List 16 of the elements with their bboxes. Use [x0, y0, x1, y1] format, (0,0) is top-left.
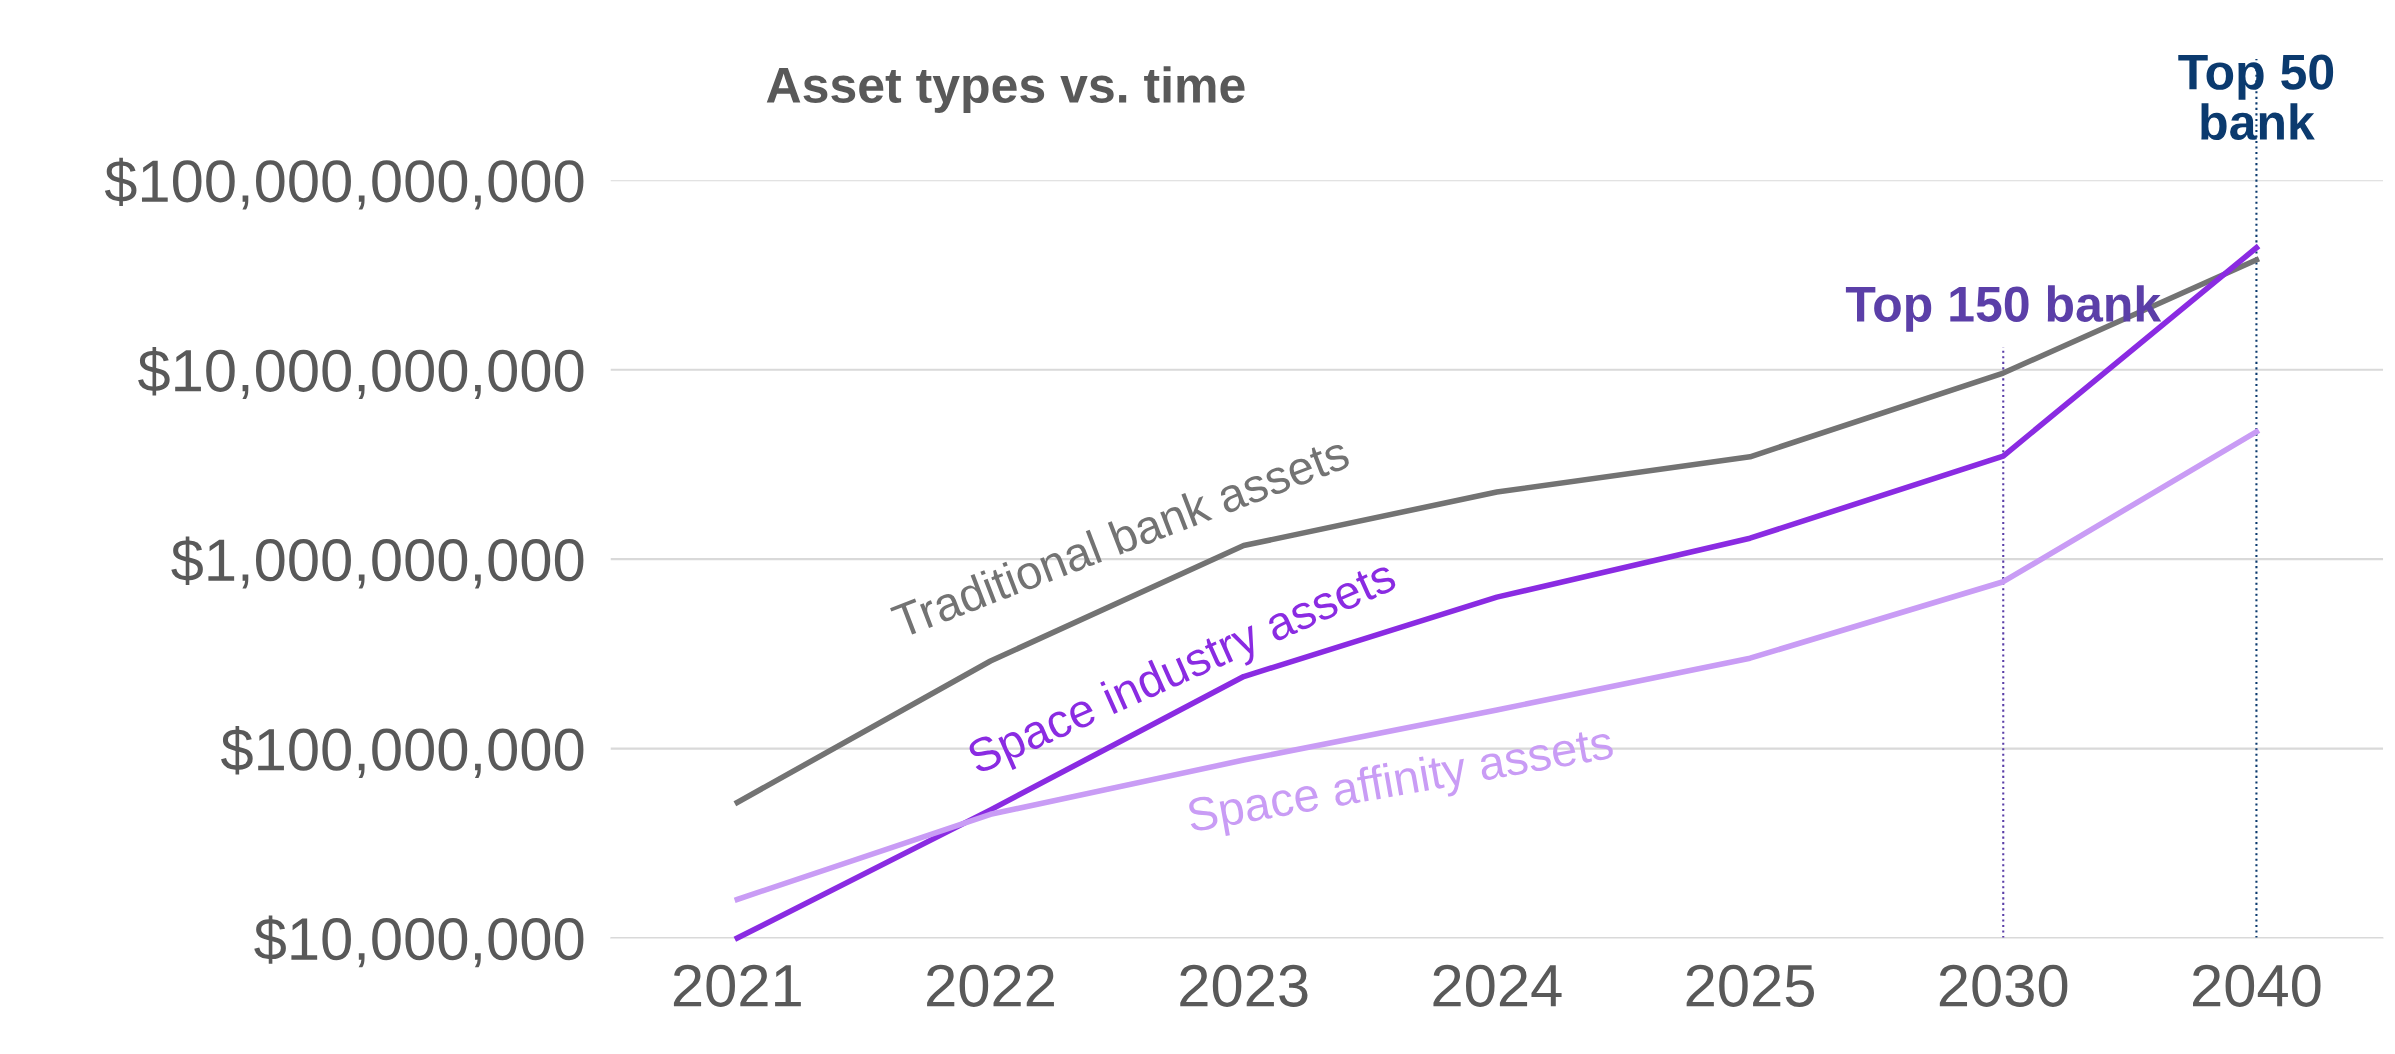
y-tick-label: $1,000,000,000 — [171, 536, 584, 589]
x-tick-label: 2040 — [2193, 964, 2321, 1007]
y-tick-label: $100,000,000,000 — [104, 157, 584, 210]
x-tick-label: 2022 — [927, 964, 1054, 1007]
y-tick-label: $10,000,000,000 — [138, 347, 584, 399]
chart-title: Asset types vs. time — [766, 66, 1245, 113]
ref-line-label: Top 150 bank — [1845, 285, 2162, 332]
x-tick-label: 2030 — [1939, 964, 2068, 1007]
x-tick-label: 2025 — [1686, 964, 1814, 1007]
x-tick-label: 2023 — [1180, 964, 1308, 1007]
x-tick-label: 2024 — [1433, 964, 1562, 1007]
y-tick-label: $10,000,000 — [254, 915, 584, 968]
text: Space affinity assets — [1186, 723, 1616, 842]
ref-line-label: Top 50 bank — [2178, 54, 2334, 141]
y-tick-label: $100,000,000 — [221, 726, 584, 778]
x-tick-label: 2021 — [673, 964, 801, 1007]
